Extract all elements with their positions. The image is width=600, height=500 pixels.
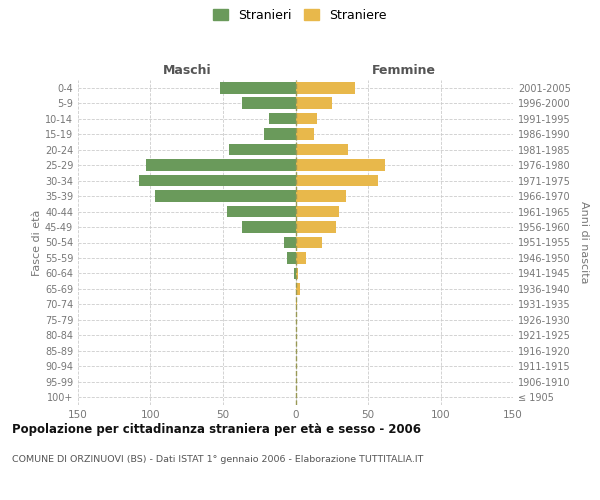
Text: COMUNE DI ORZINUOVI (BS) - Dati ISTAT 1° gennaio 2006 - Elaborazione TUTTITALIA.: COMUNE DI ORZINUOVI (BS) - Dati ISTAT 1°… (12, 455, 424, 464)
Bar (242, 98, 296, 109)
Bar (296, 206, 339, 218)
Text: Popolazione per cittadinanza straniera per età e sesso - 2006: Popolazione per cittadinanza straniera p… (12, 422, 421, 436)
Bar (296, 144, 348, 156)
Bar (296, 236, 322, 248)
Bar (296, 128, 314, 140)
Bar (229, 144, 296, 156)
Bar (296, 160, 385, 171)
Bar (269, 113, 296, 124)
Bar (296, 98, 332, 109)
Bar (296, 298, 297, 310)
Bar (220, 82, 296, 94)
Bar (227, 206, 296, 218)
Bar (242, 221, 296, 233)
Y-axis label: Fasce di età: Fasce di età (32, 210, 42, 276)
Text: Maschi: Maschi (163, 64, 211, 78)
Bar (296, 268, 298, 280)
Bar (296, 252, 305, 264)
Bar (263, 128, 296, 140)
Text: Femmine: Femmine (372, 64, 436, 78)
Bar (296, 82, 355, 94)
Bar (287, 252, 296, 264)
Bar (296, 175, 378, 186)
Bar (296, 221, 336, 233)
Bar (294, 268, 296, 280)
Bar (296, 283, 300, 294)
Bar (296, 113, 317, 124)
Legend: Stranieri, Straniere: Stranieri, Straniere (213, 8, 387, 22)
Y-axis label: Anni di nascita: Anni di nascita (579, 201, 589, 284)
Bar (284, 236, 296, 248)
Bar (296, 190, 346, 202)
Bar (155, 190, 296, 202)
Bar (146, 160, 296, 171)
Bar (139, 175, 296, 186)
